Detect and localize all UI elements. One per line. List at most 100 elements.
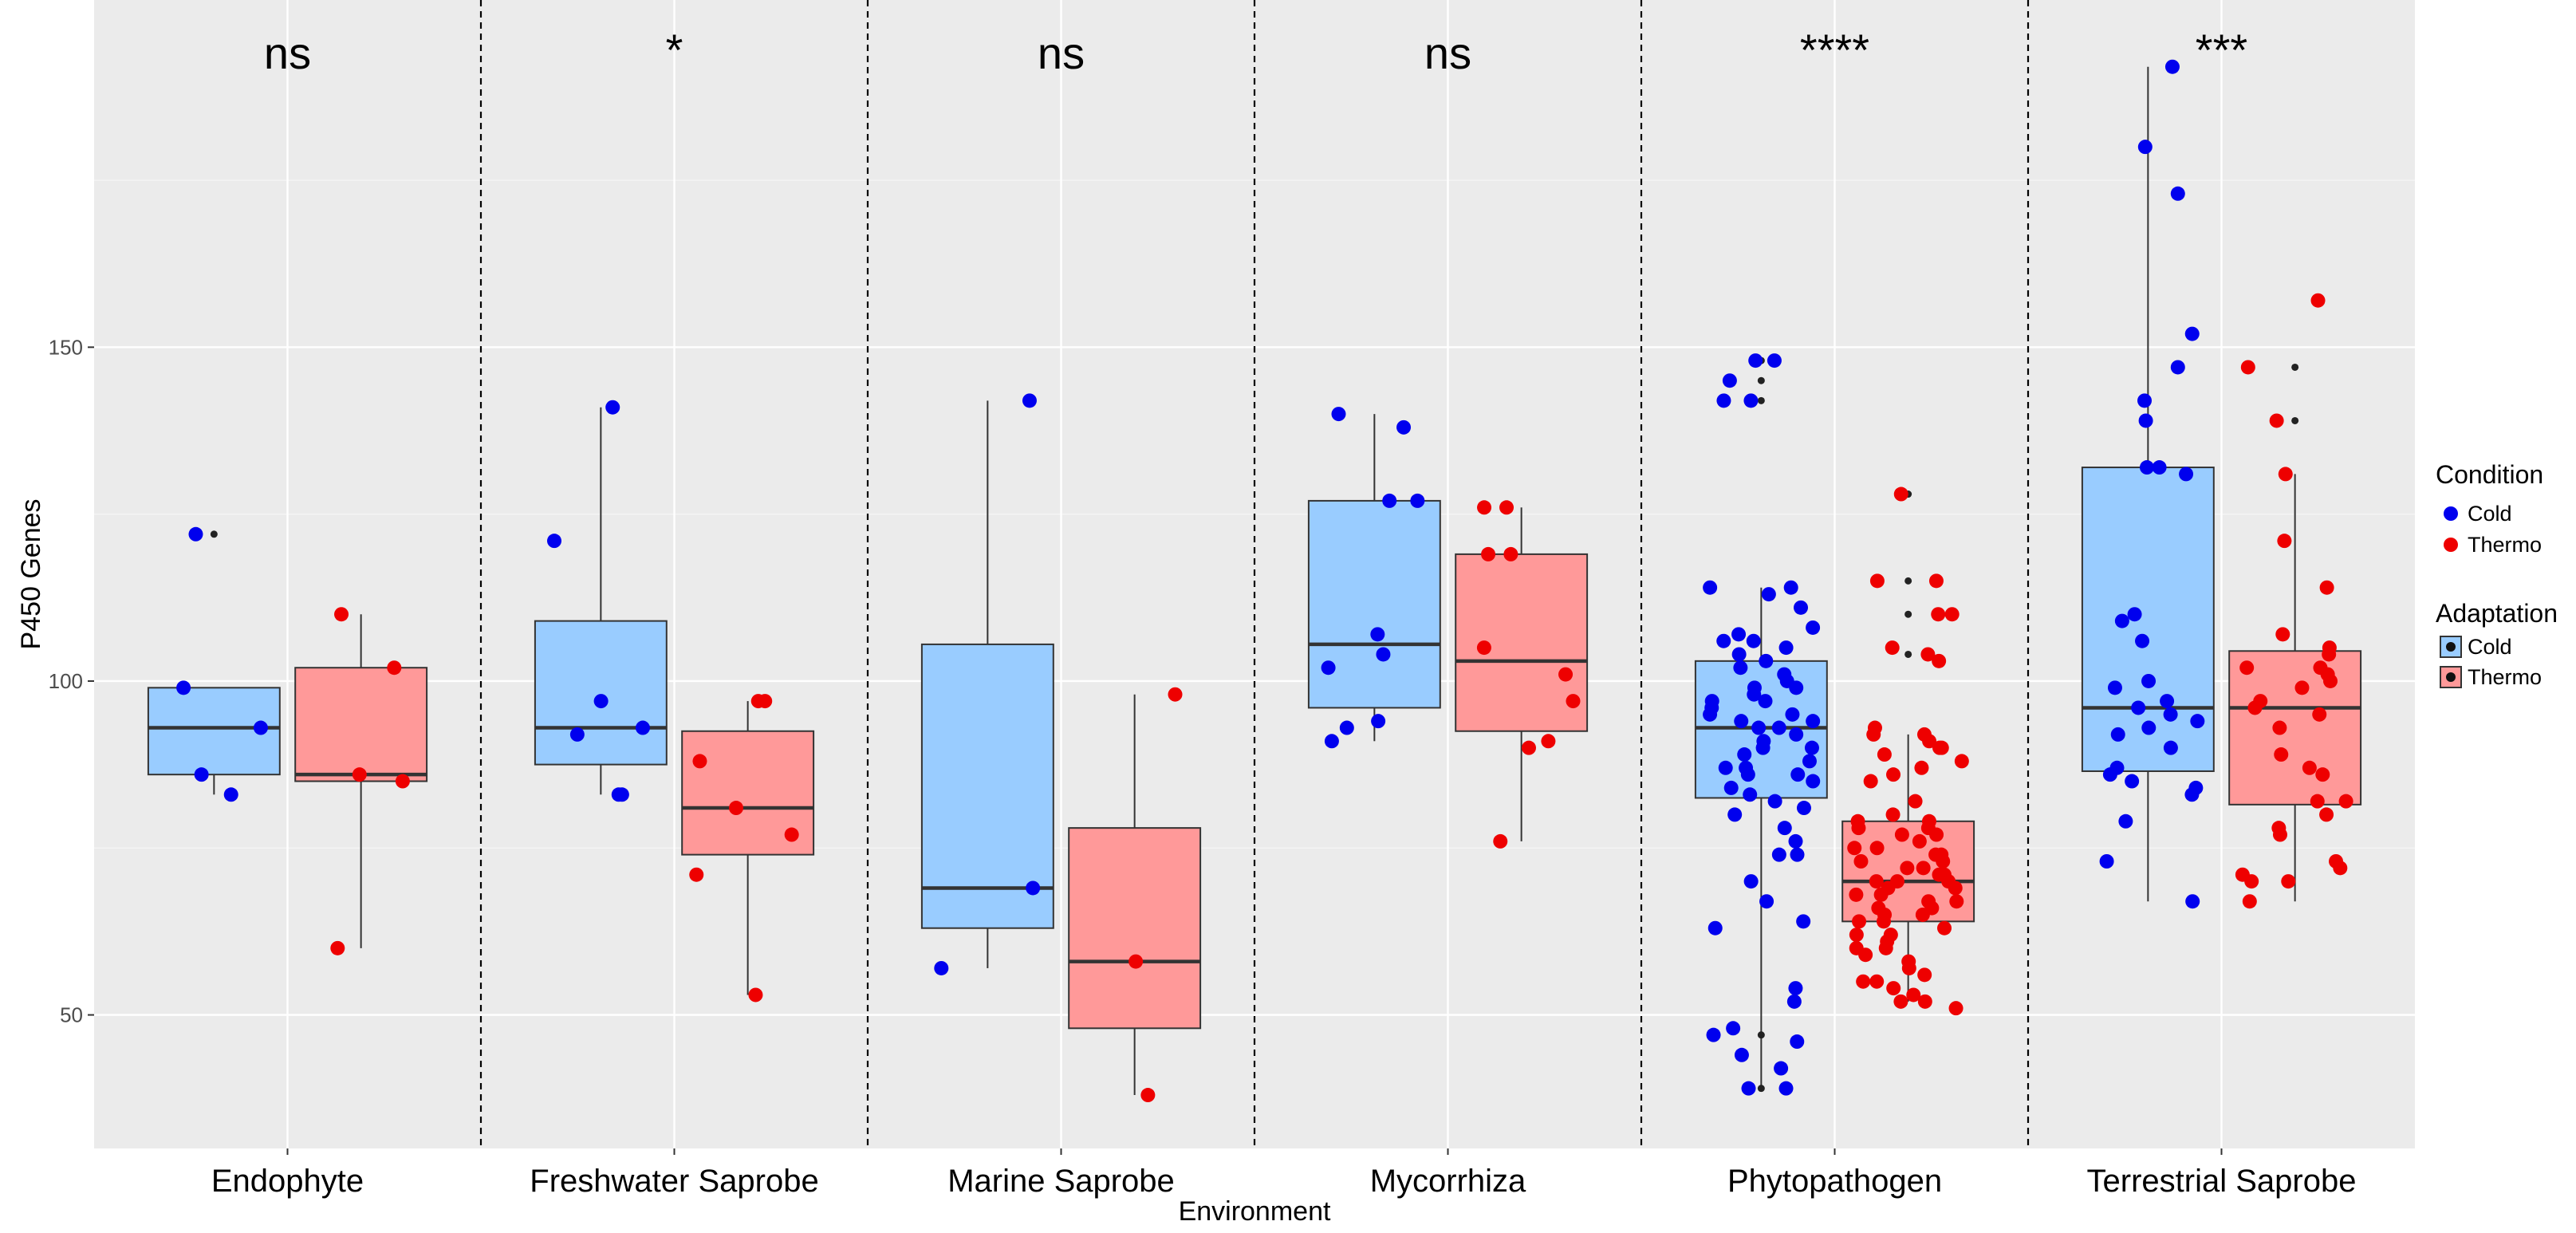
- y-axis-title: P450 Genes: [16, 498, 46, 649]
- data-point: [1917, 994, 1932, 1009]
- data-point: [1747, 687, 1762, 702]
- data-point: [1849, 928, 1864, 943]
- data-point: [1789, 680, 1804, 695]
- data-point: [1858, 947, 1873, 963]
- data-point: [547, 534, 562, 549]
- data-point: [611, 787, 626, 802]
- data-point: [1727, 807, 1743, 822]
- x-category-label: Phytopathogen: [1727, 1164, 1942, 1199]
- data-point: [2099, 854, 2114, 869]
- data-point: [2170, 360, 2185, 375]
- data-point: [2170, 186, 2185, 201]
- data-point: [1806, 714, 1821, 729]
- data-point: [1908, 794, 1923, 809]
- data-point: [1878, 940, 1893, 955]
- data-point: [2131, 700, 2146, 715]
- x-category-label: Marine Saprobe: [947, 1164, 1175, 1199]
- y-tick-label: 150: [49, 335, 83, 359]
- x-category-label: Freshwater Saprobe: [530, 1164, 818, 1199]
- data-point: [2319, 580, 2334, 595]
- data-point: [1734, 714, 1749, 729]
- data-point: [1851, 821, 1866, 836]
- data-point: [1847, 841, 1862, 856]
- significance-label: ***: [2196, 25, 2247, 75]
- data-point: [1751, 720, 1767, 735]
- data-point: [1893, 994, 1908, 1009]
- data-point: [1778, 1081, 1794, 1096]
- data-point: [1376, 647, 1391, 662]
- data-point: [1718, 760, 1733, 775]
- data-point: [1806, 620, 1821, 635]
- data-point: [1920, 647, 1936, 662]
- data-point: [2247, 700, 2263, 715]
- data-point: [2163, 740, 2178, 755]
- data-point: [1916, 861, 1931, 876]
- data-point: [2310, 794, 2325, 809]
- data-point: [748, 987, 763, 1003]
- data-point: [1785, 707, 1800, 722]
- data-point: [1726, 1021, 1741, 1036]
- data-point: [1936, 854, 1951, 869]
- data-point: [2272, 720, 2287, 735]
- data-point: [2277, 534, 2292, 549]
- data-point: [1743, 787, 1758, 802]
- data-point: [689, 867, 704, 882]
- data-point: [2141, 673, 2157, 688]
- data-point: [1382, 493, 1397, 508]
- data-point: [1759, 653, 1774, 668]
- data-point: [1778, 640, 1794, 656]
- data-point: [692, 754, 707, 769]
- outlier-point: [1904, 610, 1912, 618]
- data-point: [1731, 647, 1747, 662]
- data-point: [1885, 807, 1900, 822]
- legend-condition-title: Condition: [2436, 460, 2543, 489]
- data-point: [728, 801, 743, 816]
- data-point: [2294, 680, 2310, 695]
- data-point: [1802, 754, 1817, 769]
- data-point: [1796, 914, 1811, 929]
- data-point: [1767, 353, 1782, 368]
- data-point: [1937, 920, 1952, 936]
- data-point: [1932, 740, 1948, 755]
- data-point: [2135, 633, 2150, 648]
- data-point: [1931, 607, 1946, 622]
- data-point: [1949, 894, 1964, 909]
- legend-condition-cold-label: Cold: [2468, 502, 2512, 526]
- data-point: [1541, 734, 1556, 749]
- data-point: [2322, 647, 2337, 662]
- legend-adaptation-cold-dot: [2446, 642, 2456, 652]
- data-point: [1746, 633, 1761, 648]
- data-point: [1128, 954, 1144, 969]
- data-point: [2118, 813, 2133, 829]
- data-point: [2138, 413, 2153, 428]
- legend-adaptation-thermo-label: Thermo: [2468, 665, 2542, 689]
- data-point: [1796, 801, 1811, 816]
- data-point: [2141, 720, 2157, 735]
- data-point: [2239, 660, 2255, 676]
- y-tick-label: 50: [60, 1003, 83, 1027]
- category-dividers: [479, 0, 2030, 1148]
- data-point: [605, 400, 620, 415]
- box-rect: [294, 667, 428, 782]
- data-point: [1140, 1088, 1156, 1103]
- significance-label: ns: [1424, 28, 1471, 78]
- data-point: [1737, 747, 1752, 762]
- data-point: [330, 940, 345, 955]
- data-point: [2152, 460, 2167, 475]
- data-point: [1331, 407, 1346, 422]
- box-rect: [1455, 553, 1589, 732]
- data-point: [1852, 914, 1867, 929]
- data-point: [387, 660, 402, 676]
- data-point: [1954, 754, 1969, 769]
- data-point: [1877, 747, 1892, 762]
- data-point: [1885, 640, 1900, 656]
- x-category-label: Mycorrhiza: [1370, 1164, 1526, 1199]
- data-point: [194, 767, 209, 782]
- data-point: [2242, 894, 2257, 909]
- data-point: [1944, 607, 1960, 622]
- data-point: [1723, 780, 1739, 795]
- data-point: [1873, 887, 1889, 902]
- legend-condition-thermo-swatch: [2444, 538, 2458, 552]
- data-point: [2274, 747, 2289, 762]
- data-point: [1928, 573, 1944, 589]
